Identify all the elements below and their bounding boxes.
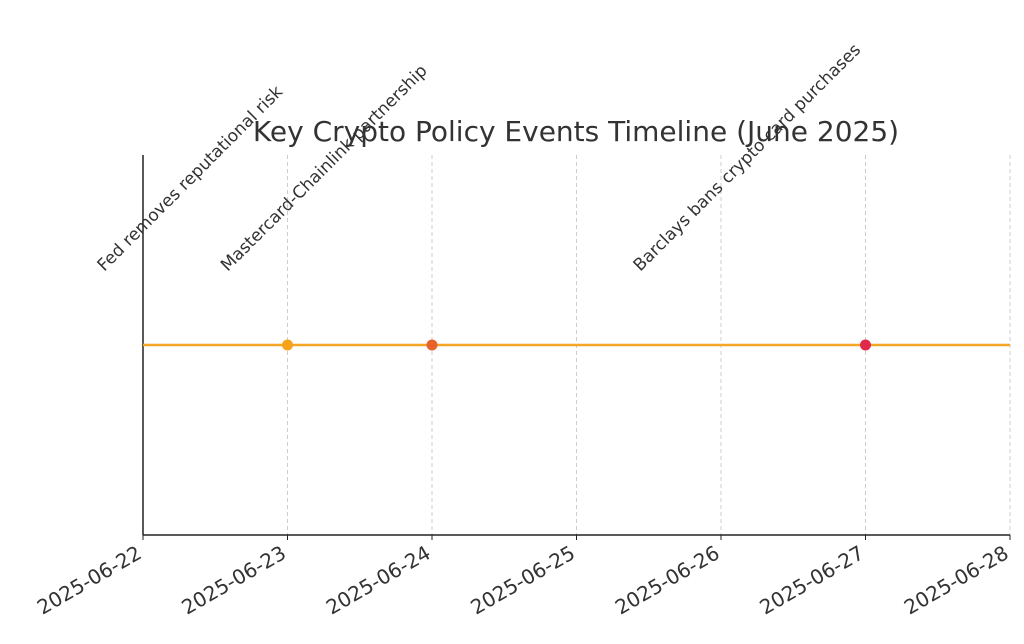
- x-tick-label: 2025-06-24: [322, 541, 435, 620]
- event-point: [282, 339, 293, 351]
- chart-title: Key Crypto Policy Events Timeline (June …: [253, 115, 899, 148]
- event-label: Mastercard-Chainlink partnership: [217, 61, 431, 275]
- x-tick-label: 2025-06-22: [33, 541, 146, 620]
- event-point: [426, 339, 438, 351]
- x-tick-label: 2025-06-25: [466, 541, 579, 620]
- x-tick-label: 2025-06-28: [900, 541, 1013, 620]
- x-tick-label: 2025-06-27: [755, 541, 868, 620]
- x-tick-label: 2025-06-26: [611, 541, 724, 620]
- event-label: Barclays bans crypto card purchases: [630, 40, 866, 276]
- x-tick-label: 2025-06-23: [177, 541, 290, 620]
- event-point: [860, 339, 871, 351]
